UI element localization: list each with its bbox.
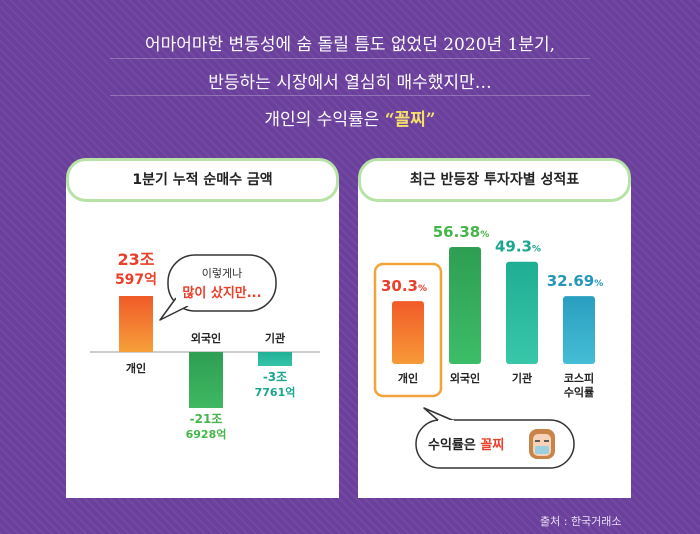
category-label: 기관 (265, 331, 285, 345)
source-note: 출처 : 한국거래소 (540, 515, 622, 528)
bubble-text: 이렇게나 (202, 267, 242, 280)
value-label: 7761억 (255, 386, 296, 399)
value-label: 6928억 (186, 428, 227, 441)
value-label: 32.69% (547, 272, 603, 290)
bar-1 (449, 247, 481, 364)
value-label: 30.3% (381, 277, 427, 295)
headline-line-1: 어마어마한 변동성에 숨 돌릴 틈도 없었던 2020년 1분기, (144, 35, 556, 55)
sad-face-icon-mask (535, 446, 549, 454)
value-unit: % (594, 279, 603, 289)
value-unit: % (532, 245, 541, 255)
speech-bubble-tail (423, 407, 453, 423)
bubble-emphasis: 꼴찌 (480, 437, 504, 453)
category-label: 코스피 (564, 371, 594, 385)
value-label: 49.3% (495, 238, 541, 256)
headline-divider (110, 95, 590, 96)
value-label: 56.38% (433, 223, 489, 241)
bar-2 (258, 352, 292, 366)
category-label: 수익률 (564, 386, 594, 399)
value-label: 23조 (118, 250, 155, 269)
speech-bubble-tail-mask (176, 296, 190, 306)
category-label: 외국인 (450, 371, 480, 385)
value-label: -3조 (263, 370, 287, 384)
headline-line-3: 개인의 수익률은 “꼴찌” (0, 105, 700, 130)
returns-chart-title: 최근 반등장 투자자별 성적표 (358, 158, 631, 202)
value-label: 597억 (115, 272, 157, 288)
bubble-text: 많이 샀지만... (182, 285, 261, 301)
bar-3 (563, 296, 595, 364)
bar-2 (506, 261, 538, 364)
highlight-box (373, 262, 443, 398)
category-label: 개인 (126, 361, 146, 375)
bar-1 (189, 352, 223, 408)
category-label: 개인 (398, 371, 418, 385)
headline-line-3-emphasis: “꼴찌” (384, 110, 436, 130)
headline-divider (110, 58, 590, 59)
bar-0 (392, 301, 424, 364)
category-label: 기관 (512, 371, 532, 385)
bubble-text: 수익률은 꼴찌 (428, 437, 504, 453)
speech-bubble-tail-mask (438, 420, 454, 425)
value-label: -21조 (190, 412, 223, 426)
headline-line-3-prefix: 개인의 수익률은 (264, 110, 385, 130)
category-label: 외국인 (191, 331, 221, 345)
net-purchase-panel (66, 178, 339, 498)
value-unit: % (480, 230, 489, 240)
value-unit: % (418, 284, 427, 294)
headline-line-2: 반등하는 시장에서 열심히 매수했지만… (208, 73, 492, 93)
bar-0 (119, 296, 153, 352)
speech-bubble (167, 254, 277, 312)
net-purchase-chart-title: 1분기 누적 순매수 금액 (66, 158, 339, 202)
